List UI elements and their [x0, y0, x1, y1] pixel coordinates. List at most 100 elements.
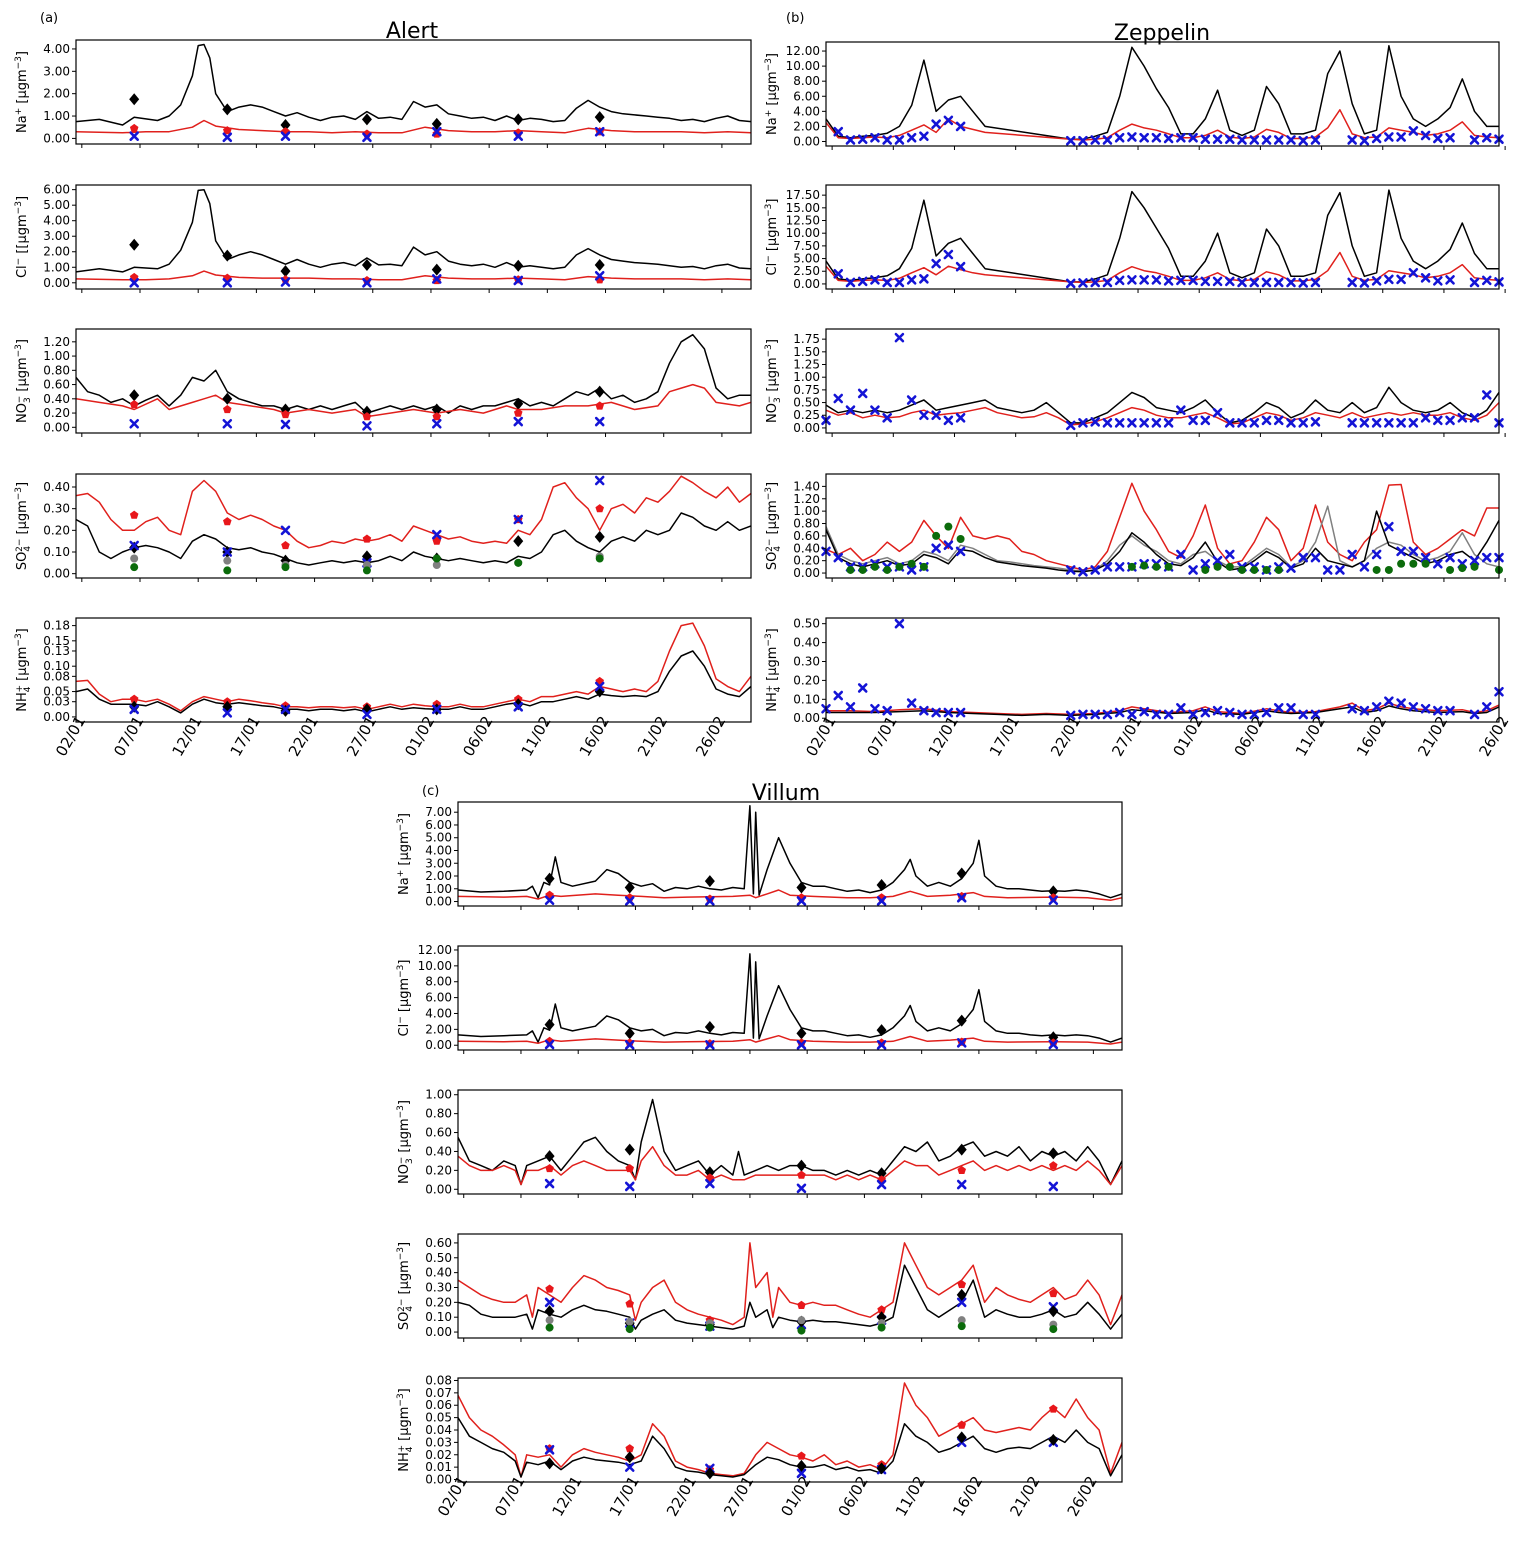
- data-point: [1065, 710, 1076, 721]
- subplot: 0.000.200.400.600.801.001.20 NO3− [μgm−3]: [14, 328, 752, 437]
- data-point: [1049, 1038, 1058, 1047]
- data-point: [1201, 565, 1210, 574]
- data-point: [624, 1040, 635, 1050]
- y-axis-label: NO3− [μgm−3]: [396, 1100, 415, 1184]
- y-tick-label: 1.00: [793, 370, 820, 384]
- data-point: [1408, 126, 1419, 136]
- data-point: [595, 401, 604, 410]
- data-point: [906, 395, 917, 405]
- data-point: [1384, 696, 1394, 706]
- series-group: [458, 953, 1122, 1045]
- plot-frame: [75, 184, 752, 290]
- data-point: [1065, 420, 1076, 431]
- y-tick-label: 0.03: [425, 1435, 452, 1449]
- data-point: [431, 403, 442, 416]
- data-point: [1469, 555, 1480, 566]
- plot-frame: [457, 1233, 1123, 1339]
- data-point: [883, 565, 892, 574]
- data-point: [129, 238, 140, 251]
- data-point: [362, 709, 372, 720]
- data-point: [1102, 562, 1113, 572]
- y-tick-label: 0.40: [425, 1266, 452, 1280]
- series-line: [826, 189, 1499, 283]
- data-point: [513, 397, 524, 410]
- data-point: [932, 531, 941, 540]
- series-line: [458, 953, 1122, 1043]
- data-point: [1151, 709, 1162, 720]
- data-point: [956, 1038, 967, 1048]
- data-point: [1049, 1288, 1058, 1298]
- data-point: [919, 131, 929, 142]
- y-tick-label: 0.04: [425, 1423, 452, 1437]
- y-tick-label: 6.00: [793, 89, 820, 103]
- data-point: [943, 249, 954, 260]
- y-tick-label: 0.50: [793, 617, 820, 631]
- series-group: [458, 1242, 1122, 1330]
- data-point: [1481, 132, 1492, 143]
- plot-frame: [457, 801, 1123, 907]
- series-line: [76, 622, 751, 712]
- data-point: [1200, 276, 1211, 287]
- y-tick-label: 0.40: [43, 392, 70, 406]
- series-group: [76, 622, 751, 714]
- data-point: [362, 277, 372, 288]
- data-point: [1298, 709, 1309, 720]
- data-point: [1347, 277, 1357, 288]
- y-tick-label: 0.60: [425, 1126, 452, 1140]
- plot-frame: [75, 328, 752, 434]
- series-group: [76, 43, 751, 134]
- data-point: [796, 896, 807, 906]
- data-point: [1237, 277, 1247, 288]
- data-point: [513, 535, 524, 548]
- y-tick-label: 0.00: [793, 421, 820, 435]
- data-point: [894, 277, 905, 288]
- y-tick-label: 0.00: [425, 1038, 452, 1052]
- data-point: [1359, 705, 1370, 716]
- data-point: [796, 1159, 807, 1172]
- y-tick-label: 0.20: [43, 406, 70, 420]
- data-point: [223, 566, 232, 575]
- data-point: [129, 123, 139, 132]
- y-tick-label: 0.40: [793, 636, 820, 650]
- data-point: [1347, 703, 1357, 714]
- data-point: [845, 405, 856, 415]
- data-point: [361, 113, 372, 126]
- series-group: [458, 1382, 1122, 1478]
- data-point: [513, 416, 524, 427]
- data-point: [1261, 415, 1272, 426]
- data-point: [222, 277, 233, 288]
- y-tick-label: 0.40: [425, 1144, 452, 1158]
- data-point: [1250, 565, 1259, 574]
- y-tick-label: 1.00: [43, 260, 70, 274]
- data-point: [870, 703, 880, 714]
- data-point: [919, 705, 929, 716]
- data-point: [882, 705, 892, 716]
- data-point: [1298, 135, 1309, 146]
- data-point: [1163, 133, 1174, 144]
- data-point: [705, 1040, 715, 1050]
- data-point: [544, 1039, 555, 1050]
- data-point: [1421, 559, 1430, 568]
- y-tick-label: 3.00: [425, 856, 452, 870]
- data-point: [894, 135, 905, 145]
- data-point: [1200, 415, 1211, 426]
- data-point: [1176, 405, 1186, 415]
- y-tick-label: 12.00: [786, 44, 820, 58]
- data-point: [624, 1143, 635, 1156]
- data-point: [1371, 549, 1382, 560]
- series-line: [826, 251, 1499, 284]
- data-point: [943, 707, 954, 718]
- y-tick-label: 0.00: [43, 420, 70, 434]
- data-point: [1249, 135, 1260, 145]
- data-point: [545, 1163, 554, 1173]
- data-point: [431, 117, 442, 130]
- data-point: [1249, 709, 1260, 720]
- y-tick-label: 10.00: [786, 226, 820, 240]
- series-line: [76, 188, 751, 273]
- y-tick-label: 0.20: [793, 554, 820, 568]
- y-tick-label: 0.00: [425, 1473, 452, 1487]
- marker-group: [821, 332, 1504, 431]
- y-tick-label: 0.80: [793, 517, 820, 531]
- data-point: [1310, 552, 1321, 563]
